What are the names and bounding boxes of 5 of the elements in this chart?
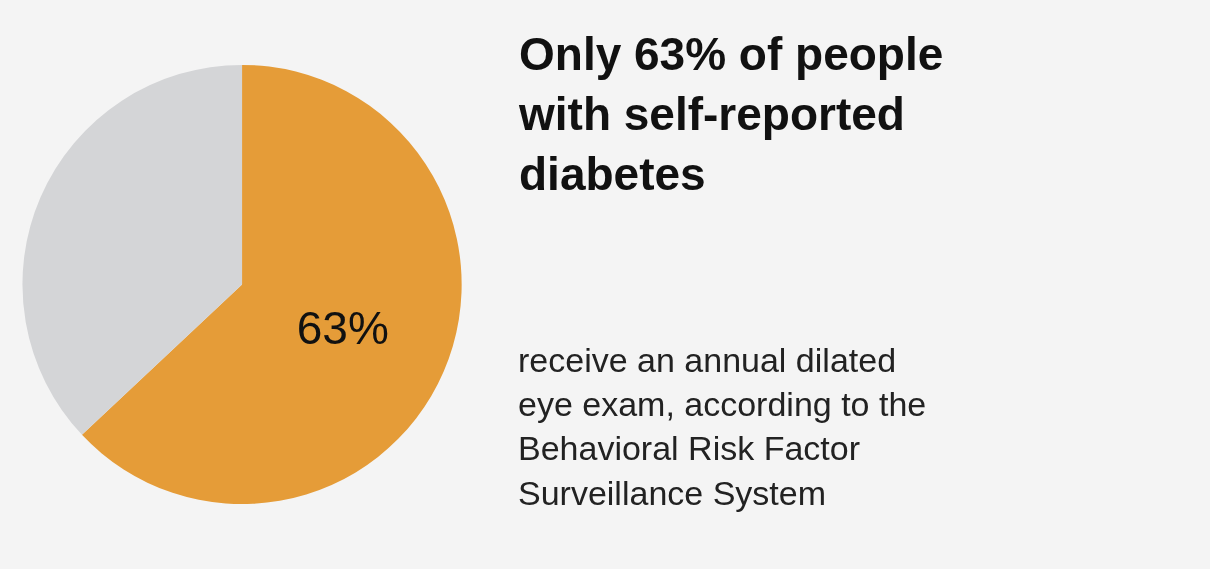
pie-slice	[22, 64, 243, 435]
data-label: 63%	[296, 302, 389, 355]
pie-slice	[81, 64, 462, 504]
text: Only 63% of people with self-reported diabetes	[518, 28, 944, 200]
text: receive an annual dilated eye exam, according to the Behavioral Risk Factor Surveillance System	[518, 341, 927, 512]
